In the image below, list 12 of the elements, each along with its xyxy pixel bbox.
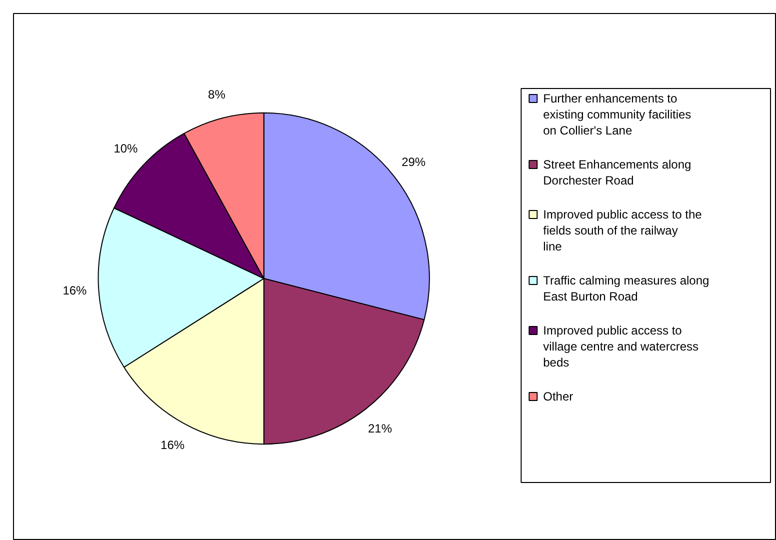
data-label: 29%	[402, 155, 426, 170]
data-label: 21%	[368, 422, 392, 436]
data-label: 16%	[62, 283, 88, 298]
legend-label: Improved public access to the fields south of the railway line	[543, 208, 702, 254]
legend-label: Further enhancements to existing community facilities on Collier's Lane	[543, 92, 692, 138]
legend-label: Other	[543, 390, 574, 404]
data-label: 10%	[114, 141, 138, 156]
legend-label: Street Enhancements along Dorchester Road	[543, 158, 692, 188]
data-label: 16%	[160, 438, 185, 452]
data-label: 8%	[208, 87, 226, 102]
legend-label: Improved public access to village centre and watercress beds	[543, 324, 699, 370]
legend-label: Traffic calming measures along East Burton Road	[543, 274, 710, 304]
